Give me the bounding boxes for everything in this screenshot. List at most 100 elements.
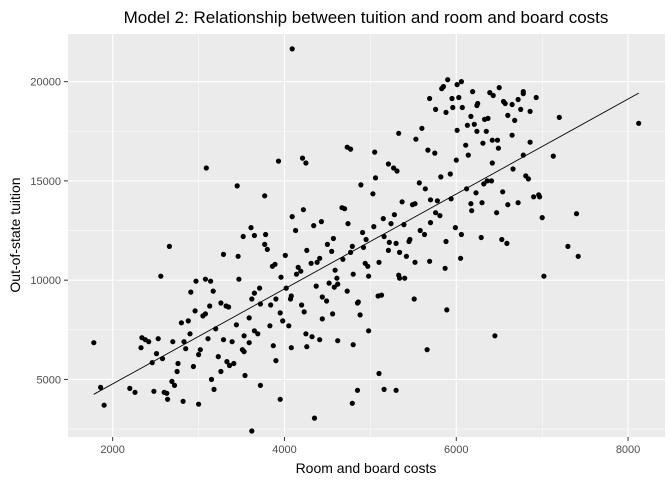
data-point xyxy=(385,247,391,253)
data-point xyxy=(372,149,378,155)
data-point xyxy=(208,278,214,284)
data-point xyxy=(185,318,191,324)
data-point xyxy=(447,171,453,177)
data-point xyxy=(273,358,279,364)
data-point xyxy=(138,345,144,351)
data-point xyxy=(494,137,501,143)
data-point xyxy=(366,328,372,334)
data-point xyxy=(345,221,351,227)
data-point xyxy=(268,302,274,308)
data-point xyxy=(146,339,152,345)
y-tick-label: 10000 xyxy=(30,275,61,287)
data-point xyxy=(190,363,196,370)
data-point xyxy=(303,160,309,166)
data-point xyxy=(257,382,263,388)
data-point xyxy=(433,106,439,112)
data-point xyxy=(533,94,539,101)
data-point xyxy=(165,396,171,402)
data-point xyxy=(270,343,276,349)
data-point xyxy=(330,311,336,317)
data-point xyxy=(376,259,382,265)
data-point xyxy=(203,165,209,171)
data-point xyxy=(235,253,241,259)
data-point xyxy=(523,173,529,179)
data-point xyxy=(370,191,376,197)
data-point xyxy=(456,94,462,101)
data-point xyxy=(492,333,498,339)
data-point xyxy=(427,258,433,264)
data-point xyxy=(475,100,481,107)
data-point xyxy=(226,304,232,310)
data-point xyxy=(166,243,172,249)
data-point xyxy=(385,161,391,167)
plot-background xyxy=(68,34,665,437)
data-point xyxy=(494,210,500,216)
data-point xyxy=(326,280,332,286)
data-point xyxy=(293,271,300,277)
data-point xyxy=(311,223,317,229)
data-point xyxy=(432,150,438,156)
data-point xyxy=(505,112,511,118)
data-point xyxy=(218,300,224,306)
data-point xyxy=(273,296,279,302)
data-point xyxy=(91,340,97,346)
data-point xyxy=(278,274,284,280)
data-point xyxy=(263,231,269,238)
data-point xyxy=(175,360,181,367)
data-point xyxy=(421,231,428,238)
data-point xyxy=(241,333,247,339)
y-axis-ticks: 5000 10000 15000 20000 xyxy=(30,77,68,386)
data-point xyxy=(233,322,239,328)
data-point xyxy=(151,388,157,394)
data-point xyxy=(391,212,397,218)
data-point xyxy=(469,208,475,214)
data-point xyxy=(541,273,547,279)
data-point xyxy=(324,241,330,247)
data-point xyxy=(314,259,320,265)
data-point xyxy=(417,227,423,234)
data-point xyxy=(452,225,458,231)
data-point xyxy=(205,336,211,342)
data-point xyxy=(101,402,107,408)
data-point xyxy=(255,331,261,337)
data-point xyxy=(342,206,348,212)
data-point xyxy=(438,174,444,180)
data-point xyxy=(170,339,176,345)
data-point xyxy=(242,372,248,379)
data-point xyxy=(275,158,282,164)
x-tick-label: 2000 xyxy=(100,444,124,456)
data-point xyxy=(427,220,434,226)
data-point xyxy=(419,125,425,131)
data-point xyxy=(487,90,493,96)
data-point xyxy=(335,338,341,344)
data-point xyxy=(399,199,405,205)
data-point xyxy=(439,86,445,92)
data-point xyxy=(416,180,422,186)
data-point xyxy=(478,234,484,241)
data-point xyxy=(500,189,506,195)
data-point xyxy=(264,246,270,252)
data-point xyxy=(298,268,304,274)
data-point xyxy=(229,339,235,345)
data-point xyxy=(500,98,507,105)
data-point xyxy=(251,232,257,239)
data-point xyxy=(463,142,469,148)
data-point xyxy=(366,273,372,279)
data-point xyxy=(360,229,366,236)
data-point xyxy=(550,153,556,159)
data-point xyxy=(489,137,495,143)
data-point xyxy=(211,386,217,392)
data-point xyxy=(249,296,255,302)
data-point xyxy=(178,320,184,326)
data-point xyxy=(319,294,325,300)
data-point xyxy=(208,376,215,382)
data-point xyxy=(280,318,286,324)
data-point xyxy=(317,255,323,261)
regression-line xyxy=(93,92,639,395)
x-tick-label: 6000 xyxy=(444,444,468,456)
data-point xyxy=(335,281,341,287)
data-point xyxy=(527,108,533,114)
data-point xyxy=(397,249,403,255)
data-point xyxy=(458,231,464,238)
